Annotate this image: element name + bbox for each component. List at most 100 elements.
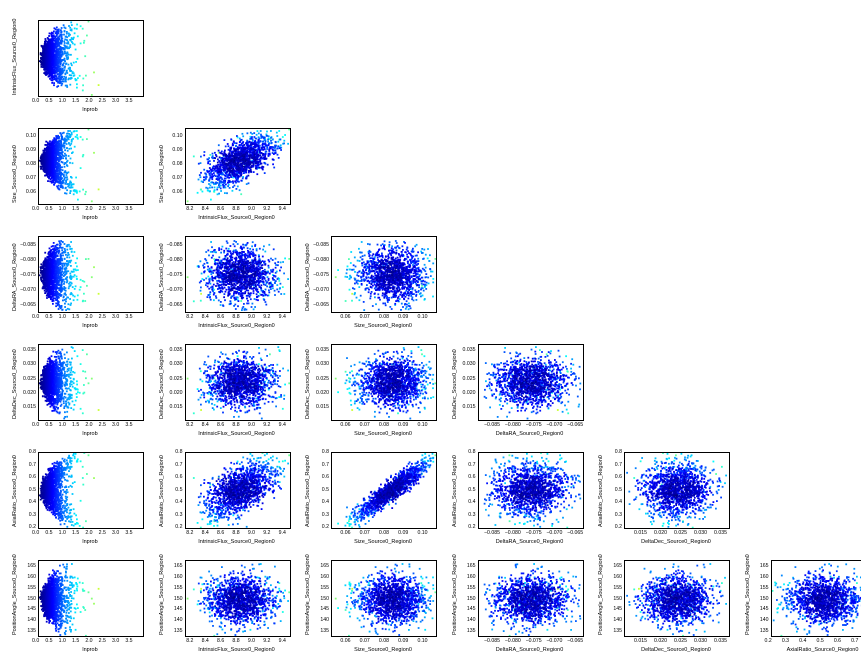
plot-area bbox=[184, 128, 291, 205]
data-point bbox=[253, 149, 256, 152]
data-point bbox=[239, 193, 242, 196]
data-point bbox=[224, 145, 227, 148]
data-point bbox=[42, 157, 44, 159]
data-point bbox=[240, 144, 242, 146]
data-point bbox=[67, 78, 70, 81]
data-point bbox=[199, 155, 202, 158]
data-point bbox=[237, 162, 239, 164]
data-point bbox=[253, 136, 255, 138]
data-point bbox=[208, 178, 210, 181]
data-point bbox=[232, 161, 235, 163]
data-point bbox=[58, 294, 61, 296]
data-point bbox=[79, 42, 82, 45]
y-tick-label: 0.07 bbox=[26, 175, 36, 181]
data-point bbox=[61, 186, 63, 189]
data-point bbox=[267, 135, 270, 138]
data-point bbox=[68, 147, 71, 150]
scatter-svg bbox=[39, 21, 100, 96]
x-tick-label: 2.0 bbox=[85, 206, 92, 212]
data-point bbox=[83, 280, 86, 283]
data-point bbox=[244, 169, 247, 172]
data-point bbox=[227, 183, 230, 186]
data-point bbox=[57, 264, 60, 267]
data-point bbox=[58, 65, 60, 68]
data-point bbox=[63, 146, 66, 149]
data-point bbox=[81, 300, 84, 303]
data-point bbox=[265, 148, 268, 150]
data-point bbox=[56, 243, 59, 246]
data-point bbox=[199, 171, 202, 174]
data-point bbox=[70, 184, 73, 187]
data-point bbox=[70, 74, 73, 77]
data-point bbox=[264, 144, 267, 147]
data-point bbox=[235, 178, 237, 181]
data-point bbox=[227, 180, 230, 182]
data-point bbox=[240, 169, 243, 171]
data-point bbox=[69, 161, 71, 164]
data-point bbox=[233, 157, 235, 159]
data-point bbox=[64, 249, 66, 252]
data-point bbox=[215, 155, 217, 158]
data-point bbox=[256, 141, 258, 144]
data-point bbox=[255, 173, 258, 176]
data-point bbox=[211, 181, 214, 184]
data-point bbox=[266, 144, 268, 147]
data-point bbox=[43, 68, 45, 71]
data-point bbox=[68, 35, 70, 37]
data-point bbox=[217, 170, 220, 173]
scatter-svg bbox=[39, 240, 100, 311]
data-point bbox=[271, 149, 274, 152]
data-point bbox=[219, 172, 222, 174]
data-point bbox=[244, 156, 246, 159]
data-point bbox=[68, 308, 71, 311]
data-point bbox=[52, 72, 55, 75]
data-point bbox=[219, 190, 222, 192]
data-point bbox=[56, 268, 59, 271]
data-point bbox=[62, 174, 65, 176]
data-point bbox=[57, 249, 60, 252]
data-point bbox=[211, 169, 214, 172]
data-point bbox=[63, 40, 66, 43]
data-point bbox=[251, 149, 254, 152]
data-point bbox=[84, 300, 87, 302]
data-point bbox=[68, 77, 70, 80]
data-point bbox=[56, 250, 58, 253]
data-point bbox=[58, 55, 61, 57]
data-point bbox=[58, 157, 61, 160]
data-point bbox=[56, 55, 58, 58]
data-point bbox=[54, 259, 56, 262]
data-point bbox=[52, 159, 55, 161]
data-point bbox=[51, 61, 53, 64]
data-point bbox=[60, 37, 63, 40]
data-point bbox=[236, 148, 239, 151]
data-point bbox=[256, 166, 258, 169]
data-point bbox=[70, 250, 73, 253]
data-point bbox=[262, 161, 265, 164]
data-point bbox=[239, 159, 241, 161]
data-point bbox=[42, 50, 44, 52]
data-point bbox=[245, 153, 248, 155]
data-point bbox=[81, 27, 84, 30]
data-point bbox=[46, 66, 49, 69]
data-point bbox=[229, 147, 232, 150]
data-point bbox=[261, 166, 264, 168]
data-point bbox=[66, 245, 69, 248]
data-point bbox=[230, 176, 232, 178]
data-point bbox=[65, 270, 68, 273]
data-point bbox=[64, 47, 66, 49]
data-point bbox=[274, 152, 276, 155]
data-point bbox=[269, 146, 272, 148]
data-point bbox=[57, 163, 60, 166]
data-point bbox=[251, 148, 254, 151]
data-point bbox=[245, 139, 248, 142]
data-point bbox=[218, 161, 221, 164]
data-point bbox=[232, 171, 235, 174]
data-point bbox=[49, 140, 51, 143]
data-point bbox=[52, 280, 54, 282]
data-point bbox=[86, 284, 88, 287]
data-point bbox=[246, 132, 248, 135]
data-point bbox=[196, 191, 198, 194]
data-point bbox=[56, 278, 59, 280]
data-point bbox=[254, 162, 257, 165]
data-point bbox=[45, 72, 48, 75]
